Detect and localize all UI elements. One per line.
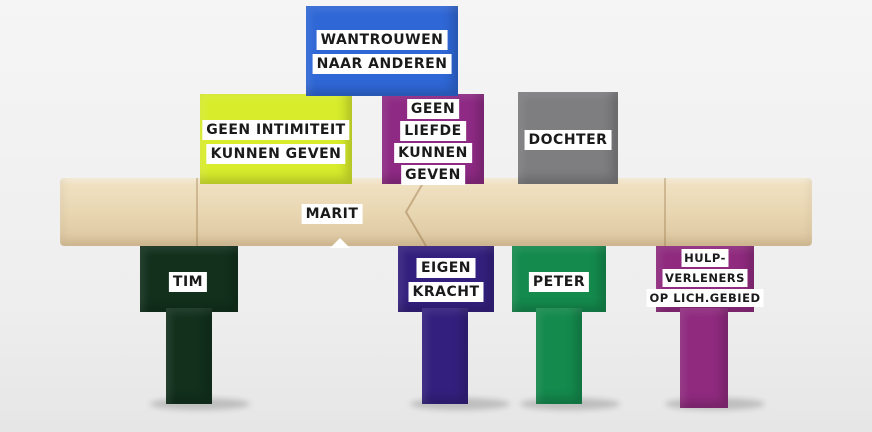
label-marit: MARIT bbox=[301, 202, 363, 226]
label-line: VERLENERS bbox=[662, 269, 748, 287]
label-line: KUNNEN GEVEN bbox=[206, 144, 346, 164]
label-hulpverleners: HULP- VERLENERS OP LICH.GEBIED bbox=[646, 248, 764, 308]
label-dochter: DOCHTER bbox=[524, 128, 612, 152]
label-geen-intimiteit: GEEN INTIMITEIT KUNNEN GEVEN bbox=[202, 118, 350, 166]
label-line: NAAR ANDEREN bbox=[312, 54, 452, 74]
label-line: GEEN bbox=[406, 99, 460, 119]
label-line: KUNNEN bbox=[394, 143, 472, 163]
wooden-beam bbox=[60, 178, 812, 246]
leg-stem-tim bbox=[166, 308, 212, 404]
label-line: WANTROUWEN bbox=[316, 30, 448, 50]
label-line: GEVEN bbox=[401, 165, 465, 185]
label-line: PETER bbox=[528, 272, 590, 292]
label-peter: PETER bbox=[528, 270, 590, 294]
beam-joint-2 bbox=[664, 178, 666, 246]
label-line: EIGEN bbox=[416, 258, 476, 278]
beam-joint-1 bbox=[196, 178, 198, 246]
label-tim: TIM bbox=[168, 270, 208, 294]
block-wantrouwen bbox=[306, 6, 458, 96]
label-line: HULP- bbox=[681, 249, 729, 267]
label-line: OP LICH.GEBIED bbox=[646, 289, 764, 307]
label-marit-pointer bbox=[330, 238, 350, 248]
leg-stem-hulpverleners bbox=[680, 308, 728, 408]
label-line: LIEFDE bbox=[400, 121, 466, 141]
label-wantrouwen: WANTROUWEN NAAR ANDEREN bbox=[312, 28, 452, 76]
label-line: TIM bbox=[168, 272, 208, 292]
label-eigen-kracht: EIGEN KRACHT bbox=[408, 256, 484, 304]
leg-stem-eigen-kracht bbox=[422, 308, 468, 404]
label-line: GEEN INTIMITEIT bbox=[202, 120, 350, 140]
label-line: KRACHT bbox=[408, 282, 484, 302]
label-geen-liefde: GEEN LIEFDE KUNNEN GEVEN bbox=[394, 98, 472, 186]
label-line: MARIT bbox=[301, 204, 363, 224]
beam-chevron-joint bbox=[404, 178, 427, 246]
leg-stem-peter bbox=[536, 308, 582, 404]
label-line: DOCHTER bbox=[524, 130, 612, 150]
